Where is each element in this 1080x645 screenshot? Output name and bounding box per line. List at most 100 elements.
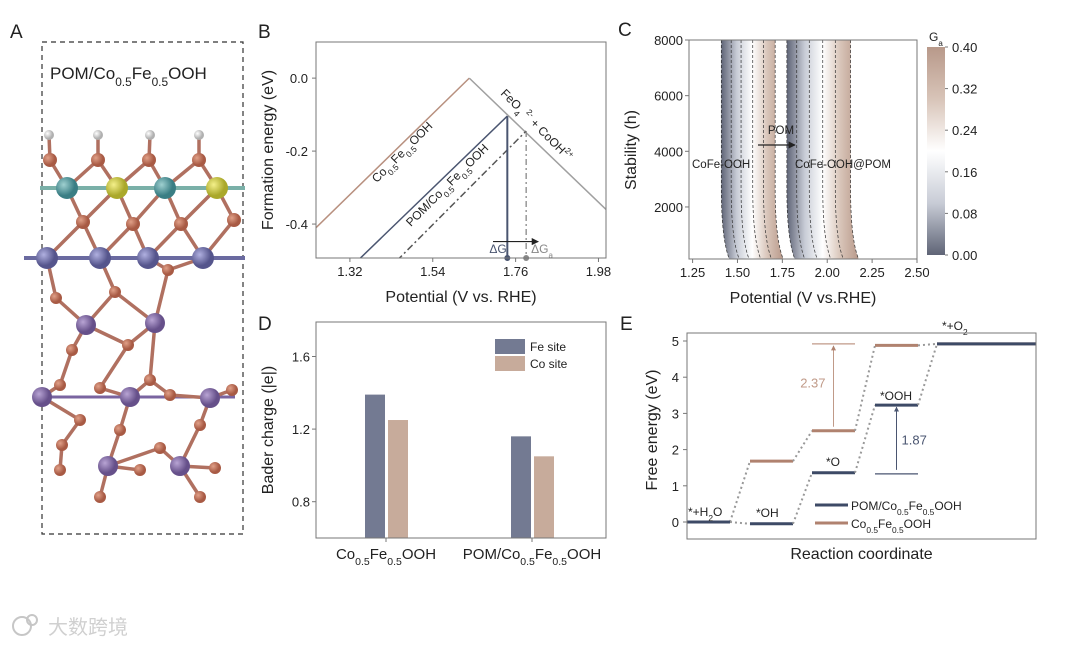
formula-subscript: 0.5 <box>355 556 370 568</box>
stability-band <box>721 40 784 259</box>
step-label: *+H2O <box>688 505 722 523</box>
axes-frame <box>686 332 1037 540</box>
colorbar-tick-label: 0.08 <box>952 206 977 221</box>
oxygen-atom <box>94 382 106 394</box>
x-tick-label: 1.54 <box>420 264 445 279</box>
contour-line <box>720 40 730 259</box>
series-line <box>398 130 527 258</box>
tungsten-atom <box>89 247 111 269</box>
cobalt-atom <box>56 177 78 199</box>
hydrogen-atom <box>93 130 103 140</box>
formula-part: Fe <box>909 499 923 513</box>
watermark-logo-icon <box>12 616 32 636</box>
formula-part: Co <box>851 517 867 531</box>
x-tick-label: 2.50 <box>904 265 929 280</box>
band-label: CoFe-OOH@POM <box>795 159 891 171</box>
y-tick-label: -0.4 <box>286 217 308 232</box>
oxygen-atom <box>66 344 78 356</box>
contour-line <box>850 40 859 259</box>
colorbar-title: Ga <box>929 30 943 48</box>
x-tick-label: 1.32 <box>337 264 362 279</box>
colorbar-tick-label: 0.32 <box>952 82 977 97</box>
panel-label-c: C <box>618 20 632 41</box>
hydrogen-atom <box>44 130 54 140</box>
formula-part: *+O <box>942 319 963 333</box>
legend-label: POM/Co0.5Fe0.5OOH <box>851 499 962 517</box>
formula-part: Fe <box>132 64 152 83</box>
oxygen-atom <box>126 217 140 231</box>
oxygen-atom <box>162 264 174 276</box>
x-tick-label: 1.76 <box>503 264 528 279</box>
tungsten-atom <box>137 247 159 269</box>
iron-atom <box>106 177 128 199</box>
metal-atom <box>32 387 52 407</box>
oxygen-atom <box>54 464 66 476</box>
tungsten-atom <box>36 247 58 269</box>
metal-atom <box>170 456 190 476</box>
colorbar-tick-label: 0.40 <box>952 40 977 55</box>
metal-atom <box>76 315 96 335</box>
y-tick-label: 8000 <box>654 33 683 48</box>
bar-fe-site <box>365 394 385 538</box>
category-label: POM/Co0.5Fe0.5OOH <box>463 546 601 568</box>
x-tick-label: 2.00 <box>815 265 840 280</box>
legend-swatch <box>495 339 525 354</box>
panel-label-a: A <box>10 22 23 43</box>
contour-line <box>786 40 796 259</box>
oxygen-atom <box>74 414 86 426</box>
y-tick-label: 4 <box>672 370 679 385</box>
formula-part: POM/Co <box>463 546 521 563</box>
plot-area <box>316 77 606 258</box>
legend-label: Fe site <box>530 340 566 354</box>
formula-subscript: 0.5 <box>115 75 132 89</box>
axes-frame <box>688 39 918 260</box>
marker-subscript: a <box>549 251 554 260</box>
marker-label: ΔG <box>489 242 506 256</box>
y-tick-label: 1.2 <box>292 422 310 437</box>
formula-subscript: 0.5 <box>387 556 402 568</box>
y-tick-label: 3 <box>672 406 679 421</box>
legend-label: Co0.5Fe0.5OOH <box>851 517 931 535</box>
x-tick-label: 1.98 <box>586 264 611 279</box>
formula-part: *OOH <box>880 389 912 403</box>
panel-label-e: E <box>620 314 633 335</box>
oxygen-atom <box>56 439 68 451</box>
y-tick-label: 6000 <box>654 89 683 104</box>
colorbar-tick-label: 0.16 <box>952 165 977 180</box>
hydrogen-atom <box>145 130 155 140</box>
bar-co-site <box>534 456 554 538</box>
step-label: *O <box>826 455 840 469</box>
formula-part: OOH <box>934 499 961 513</box>
formula-part: *OH <box>756 506 779 520</box>
contour-line <box>822 40 832 259</box>
y-tick-label: -0.2 <box>286 144 308 159</box>
oxygen-atom <box>134 464 146 476</box>
connector <box>917 343 938 406</box>
formula-part: *+H <box>688 505 708 519</box>
x-tick-label: 1.50 <box>725 265 750 280</box>
series-label-co-fe: Co0.5Fe0.5OOH <box>369 119 438 188</box>
iron-atom <box>206 177 228 199</box>
formula-part: POM/Co <box>403 187 446 230</box>
step-label: *OOH <box>880 389 912 403</box>
x-tick-label: 2.25 <box>859 265 884 280</box>
axes-frame <box>315 321 607 539</box>
formula-subscript: 0.5 <box>552 556 567 568</box>
series-label-pom: POM/Co0.5Fe0.5OOH <box>403 141 494 232</box>
x-axis-label: Potential (V vs.RHE) <box>730 290 877 307</box>
step-label: *OH <box>756 506 779 520</box>
y-tick-label: 2 <box>672 443 679 458</box>
unit-cell-box <box>41 41 244 535</box>
formula-part: Fe <box>878 517 892 531</box>
formula-subscript: 0.5 <box>866 525 878 535</box>
y-axis-label: Free energy (eV) <box>644 370 661 491</box>
connector <box>729 460 751 523</box>
formula-part: OOH <box>168 64 207 83</box>
contour-line <box>752 40 762 259</box>
oxygen-atom <box>144 374 156 386</box>
formula-subscript: 2 <box>963 327 968 337</box>
y-tick-label: 0 <box>672 515 679 530</box>
connector <box>854 404 876 474</box>
hydrogen-atom <box>194 130 204 140</box>
